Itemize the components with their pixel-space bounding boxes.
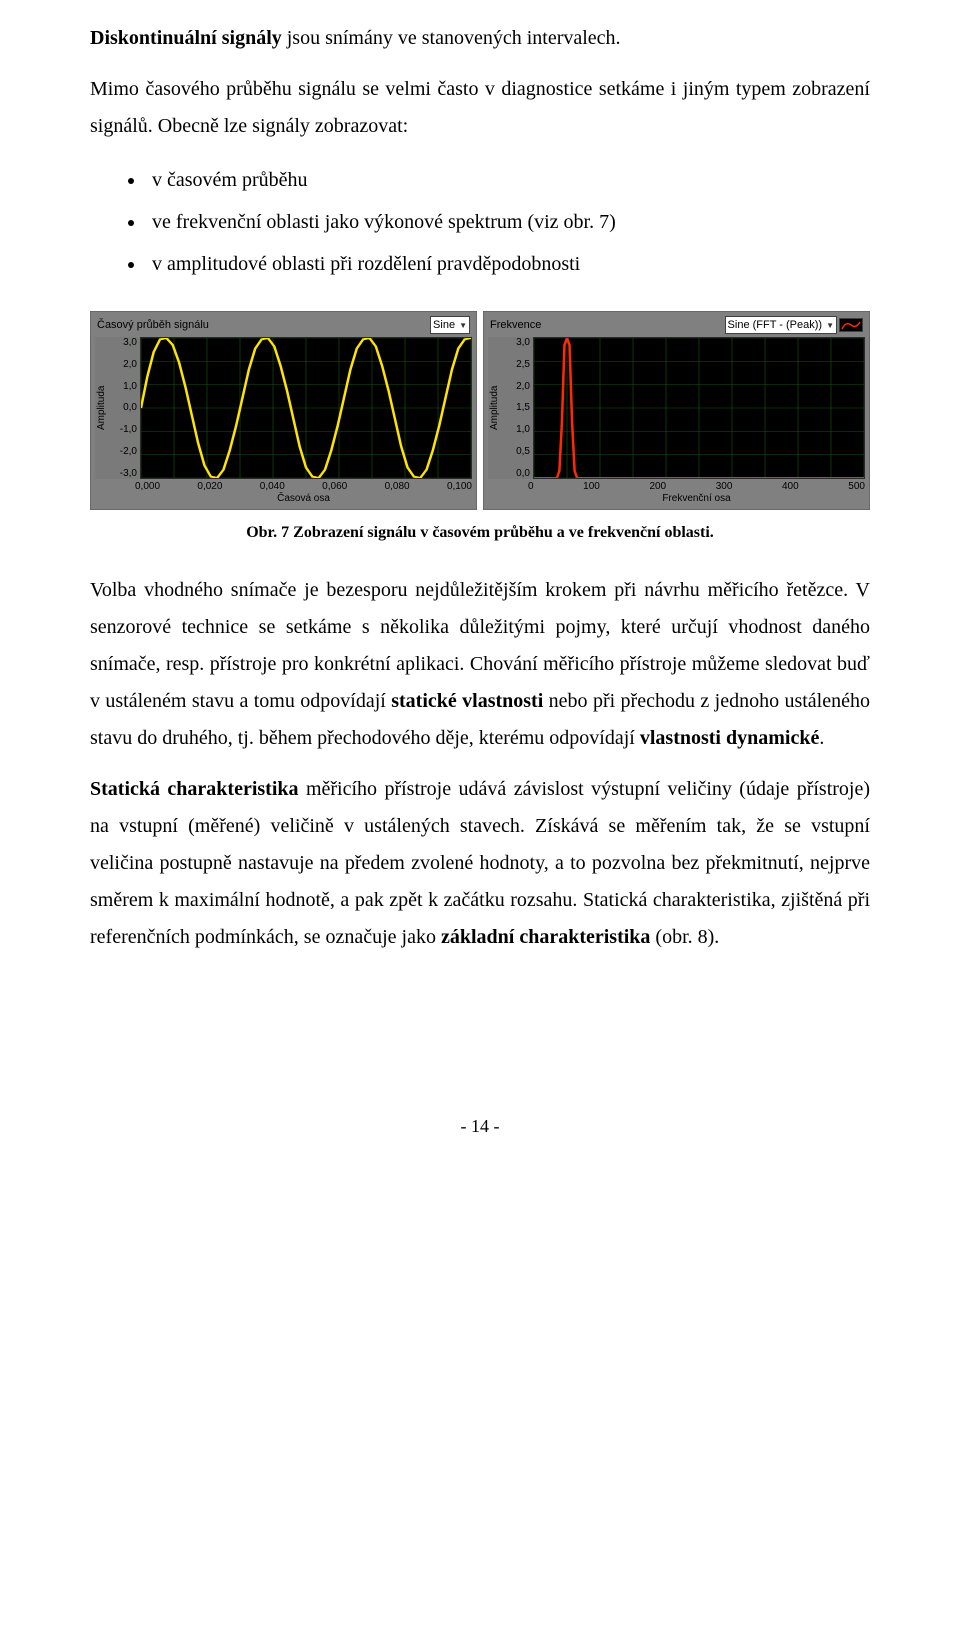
xtick: 0,100 <box>447 481 472 492</box>
p4-b: měřicího přístroje udává závislost výstu… <box>90 778 870 948</box>
xtick: 300 <box>716 481 733 492</box>
ytick: -2,0 <box>109 446 137 457</box>
signal-type-combo[interactable]: Sine ▼ <box>430 316 470 334</box>
xtick: 500 <box>848 481 865 492</box>
paragraph-4: Statická charakteristika měřicího přístr… <box>90 771 870 956</box>
plot-wrap: Amplituda 3,0 2,0 1,0 0,0 -1,0 -2,0 -3,0 <box>95 337 472 479</box>
xtick: 400 <box>782 481 799 492</box>
bullet-item: v časovém průběhu <box>146 159 870 201</box>
xtick: 100 <box>583 481 600 492</box>
xtick: 0,000 <box>135 481 160 492</box>
time-domain-panel: Časový průběh signálu Sine ▼ Amplituda 3… <box>90 311 477 510</box>
y-ticks: 3,0 2,5 2,0 1,5 1,0 0,5 0,0 <box>501 337 533 479</box>
ytick: 2,5 <box>502 359 530 370</box>
ytick: -3,0 <box>109 468 137 479</box>
x-axis-label: Frekvenční osa <box>528 492 865 505</box>
ytick: 0,0 <box>109 402 137 413</box>
bullet-item: v amplitudové oblasti při rozdělení prav… <box>146 243 870 285</box>
xtick: 0,040 <box>260 481 285 492</box>
xtick: 0,080 <box>385 481 410 492</box>
p3-b: statické vlastnosti <box>391 690 543 712</box>
frequency-domain-panel: Frekvence Sine (FFT - (Peak)) ▼ Amplitud… <box>483 311 870 510</box>
panel-title: Frekvence <box>490 319 541 331</box>
figure-caption: Obr. 7 Zobrazení signálu v časovém průbě… <box>90 524 870 542</box>
page-number: - 14 - <box>90 1116 870 1137</box>
ytick: 1,5 <box>502 402 530 413</box>
ytick: 2,0 <box>502 381 530 392</box>
paragraph-2: Mimo časového průběhu signálu se velmi č… <box>90 71 870 145</box>
page: Diskontinuální signály jsou snímány ve s… <box>0 0 960 1177</box>
x-ticks: 0,000 0,020 0,040 0,060 0,080 0,100 <box>135 479 472 492</box>
paragraph-1: Diskontinuální signály jsou snímány ve s… <box>90 20 870 57</box>
ytick: -1,0 <box>109 424 137 435</box>
chevron-down-icon: ▼ <box>459 321 467 330</box>
ytick: 0,0 <box>502 468 530 479</box>
figure-7: Časový průběh signálu Sine ▼ Amplituda 3… <box>90 311 870 510</box>
y-axis-label: Amplituda <box>95 337 108 479</box>
x-axis-label: Časová osa <box>135 492 472 505</box>
p4-a: Statická charakteristika <box>90 778 299 800</box>
xtick: 0,020 <box>197 481 222 492</box>
p4-d: (obr. 8). <box>650 926 719 948</box>
p3-d: vlastnosti dynamické <box>640 727 819 749</box>
xtick: 0,060 <box>322 481 347 492</box>
y-ticks: 3,0 2,0 1,0 0,0 -1,0 -2,0 -3,0 <box>108 337 140 479</box>
panel-header: Frekvence Sine (FFT - (Peak)) ▼ <box>488 316 865 334</box>
y-axis-label: Amplituda <box>488 337 501 479</box>
p4-c: základní charakteristika <box>441 926 650 948</box>
panel-title: Časový průběh signálu <box>97 319 209 331</box>
bullet-list: v časovém průběhu ve frekvenční oblasti … <box>90 159 870 285</box>
ytick: 1,0 <box>109 381 137 392</box>
frequency-domain-plot <box>533 337 865 479</box>
x-ticks: 0 100 200 300 400 500 <box>528 479 865 492</box>
ytick: 2,0 <box>109 359 137 370</box>
ytick: 3,0 <box>109 337 137 348</box>
ytick: 3,0 <box>502 337 530 348</box>
xtick: 200 <box>649 481 666 492</box>
para1-lead: Diskontinuální signály <box>90 27 282 49</box>
panel-header: Časový průběh signálu Sine ▼ <box>95 316 472 334</box>
combo-label: Sine <box>433 319 455 331</box>
combo-label: Sine (FFT - (Peak)) <box>728 319 823 331</box>
plot-wrap: Amplituda 3,0 2,5 2,0 1,5 1,0 0,5 0,0 <box>488 337 865 479</box>
legend-swatch <box>839 318 863 332</box>
fft-type-combo[interactable]: Sine (FFT - (Peak)) ▼ <box>725 316 837 334</box>
p3-e: . <box>819 727 824 749</box>
para1-rest: jsou snímány ve stanovených intervalech. <box>282 27 621 49</box>
time-domain-plot <box>140 337 472 479</box>
chevron-down-icon: ▼ <box>826 321 834 330</box>
paragraph-3: Volba vhodného snímače je bezesporu nejd… <box>90 572 870 757</box>
xtick: 0 <box>528 481 534 492</box>
ytick: 0,5 <box>502 446 530 457</box>
bullet-item: ve frekvenční oblasti jako výkonové spek… <box>146 201 870 243</box>
ytick: 1,0 <box>502 424 530 435</box>
